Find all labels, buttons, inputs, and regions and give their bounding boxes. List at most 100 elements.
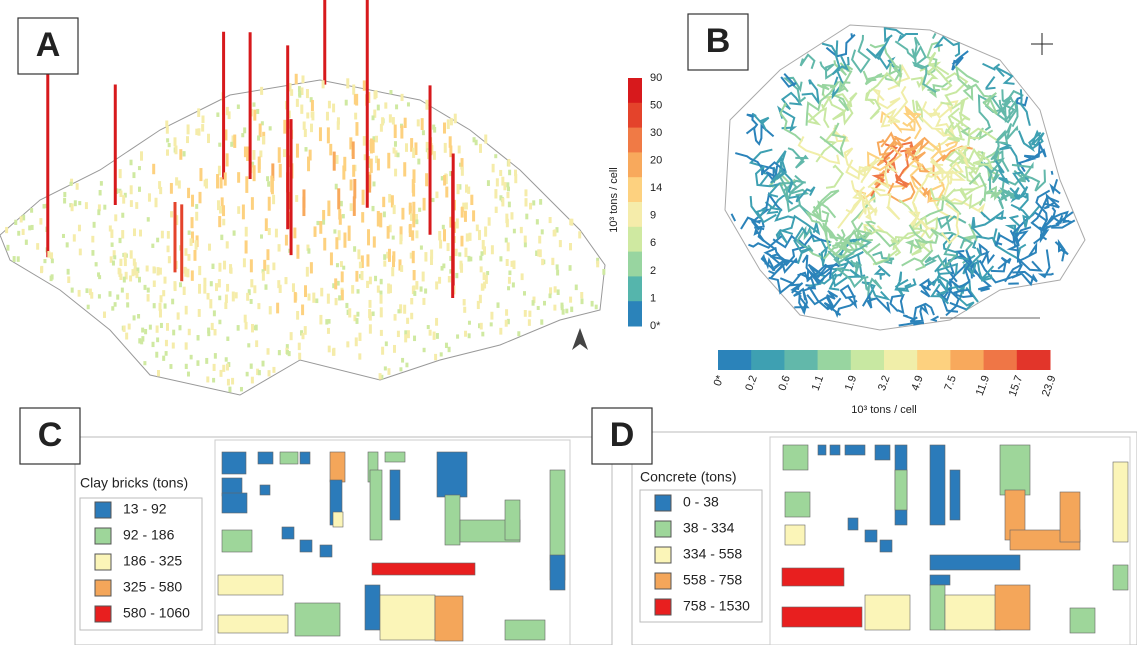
colorbar-label: 1 (650, 292, 656, 304)
figure: A B C D 10³ tons / cell 10³ tons / cell … (0, 0, 1137, 645)
building (783, 445, 808, 470)
legend-label: 92 - 186 (123, 527, 175, 543)
panel-label: D (610, 416, 635, 454)
legend-label: 580 - 1060 (123, 605, 190, 621)
building (330, 452, 345, 482)
building (1060, 492, 1080, 542)
colorbar-label: 9 (650, 210, 656, 222)
north-arrow (572, 328, 588, 350)
colorbar-segment (851, 350, 885, 370)
building (782, 568, 844, 586)
colorbar-segment (628, 103, 642, 128)
building (818, 445, 826, 455)
colorbar-segment (628, 227, 642, 252)
legend-swatch (655, 573, 671, 589)
legend-label: 186 - 325 (123, 553, 182, 569)
building (848, 518, 858, 530)
building (445, 495, 460, 545)
colorbar-label: 6 (650, 237, 656, 249)
building (295, 603, 340, 636)
building (385, 452, 405, 462)
colorbar-label: 14 (650, 182, 662, 194)
panel-label: B (706, 22, 731, 60)
colorbar-label: 0.6 (776, 374, 793, 392)
building (280, 452, 298, 464)
colorbar-segment (784, 350, 818, 370)
colorbar-segment (628, 152, 642, 177)
building (782, 607, 862, 627)
colorbar-segment (628, 252, 642, 277)
building (1000, 445, 1030, 495)
colorbar-segment (628, 301, 642, 326)
legend-swatch (95, 554, 111, 570)
colorbar-label: 0.2 (743, 374, 760, 392)
building (505, 500, 520, 540)
legend-swatch (655, 521, 671, 537)
building (222, 452, 246, 474)
colorbar-label: 0* (650, 320, 661, 332)
colorbar-segment (950, 350, 984, 370)
building (950, 470, 960, 520)
building (365, 585, 380, 630)
colorbar-label: 90 (650, 72, 662, 84)
building (845, 445, 865, 455)
scale-title: 10³ tons / cell (851, 404, 916, 416)
building (300, 540, 312, 552)
colorbar-label: 4.9 (909, 374, 926, 392)
building (1113, 565, 1128, 590)
colorbar-segment (628, 202, 642, 227)
building (895, 470, 907, 510)
building (380, 595, 435, 640)
building (258, 452, 273, 464)
building (875, 445, 890, 460)
colorbar-label: 50 (650, 99, 662, 111)
panel-label: A (36, 26, 61, 64)
colorbar-segment (628, 276, 642, 301)
colorbar-label: 1.1 (810, 374, 827, 392)
scale-title: 10³ tons / cell (608, 167, 620, 232)
colorbar-label: 1.9 (843, 374, 860, 392)
colorbar-segment (751, 350, 785, 370)
colorbar-segment (917, 350, 951, 370)
compass (1031, 33, 1053, 55)
colorbar-label: 2 (650, 265, 656, 277)
building (930, 555, 1020, 570)
colorbar-segment (718, 350, 752, 370)
building (785, 525, 805, 545)
building (218, 575, 283, 595)
colorbar-label: 30 (650, 127, 662, 139)
building (505, 620, 545, 640)
building (333, 512, 343, 527)
map-road (1052, 171, 1053, 175)
legend-label: 13 - 92 (123, 501, 167, 517)
building (830, 445, 840, 455)
legend-title: Clay bricks (tons) (80, 475, 188, 491)
colorbar-segment (984, 350, 1018, 370)
building (1113, 462, 1128, 542)
building (370, 470, 382, 540)
legend-swatch (95, 502, 111, 518)
panel-label: C (38, 416, 63, 454)
colorbar-label: 23.9 (1040, 374, 1059, 398)
building (218, 615, 288, 633)
map-b (725, 25, 1085, 330)
colorbar-label: 7.5 (942, 374, 959, 392)
building (435, 596, 463, 641)
colorbar-label: 20 (650, 155, 662, 167)
building (930, 575, 950, 585)
building (1070, 608, 1095, 633)
building (222, 530, 252, 552)
building (390, 470, 400, 520)
colorbar-label: 0* (712, 373, 727, 388)
legend-label: 38 - 334 (683, 520, 735, 536)
legend-swatch (95, 606, 111, 622)
building (282, 527, 294, 539)
colorbar-label: 3.2 (876, 374, 893, 392)
building (865, 530, 877, 542)
building (437, 452, 467, 497)
building (865, 595, 910, 630)
building (320, 545, 332, 557)
colorbar-label: 11.9 (974, 374, 992, 397)
colorbar-segment (1017, 350, 1051, 370)
colorbar-segment (818, 350, 852, 370)
